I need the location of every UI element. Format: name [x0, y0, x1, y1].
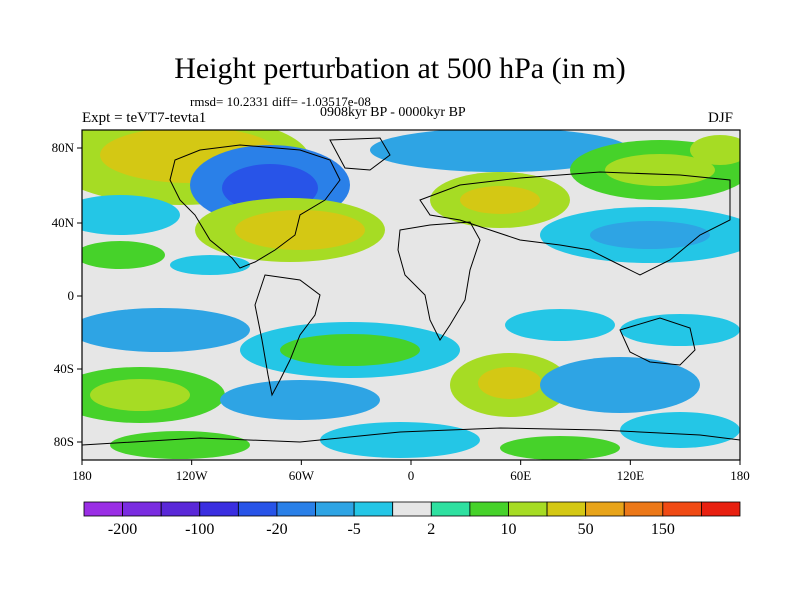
colorbar-swatch — [199, 501, 239, 517]
latitude-axis: 80N 40N 0 40S 80S — [52, 140, 82, 449]
lon-tick-label: 60E — [510, 468, 531, 483]
lat-tick-label: 80N — [52, 140, 75, 155]
colorbar-label: 50 — [578, 521, 594, 538]
colorbar-swatch — [546, 501, 587, 517]
lon-tick-label: 60W — [289, 468, 315, 483]
colorbar-swatch — [701, 501, 741, 517]
colorbar-swatch — [83, 501, 123, 517]
colorbar-swatch — [585, 501, 625, 517]
colorbar-label: 10 — [500, 521, 516, 538]
colorbar-label: -20 — [266, 521, 287, 538]
colorbar-swatch — [508, 501, 548, 517]
lon-tick-label: 0 — [408, 468, 415, 483]
colorbar-swatch — [315, 501, 355, 517]
colorbar-swatch — [237, 501, 278, 517]
lat-tick-label: 40S — [54, 361, 74, 376]
colorbar-swatch — [430, 501, 471, 517]
lon-tick-label: 120E — [617, 468, 645, 483]
plot-title: Height perturbation at 500 hPa (in m) — [174, 52, 626, 85]
lon-tick-label: 180 — [730, 468, 750, 483]
colorbar-label: 2 — [427, 521, 435, 538]
colorbar-swatch — [623, 501, 664, 517]
colorbar-label: -5 — [347, 521, 360, 538]
colorbar-swatch — [122, 501, 162, 517]
colorbar-label: -100 — [185, 521, 214, 538]
colorbar-swatch — [160, 501, 201, 517]
colorbar-label: -200 — [108, 521, 137, 538]
coastlines — [82, 137, 740, 446]
longitude-axis: 180 120W 60W 0 60E 120E 180 — [72, 460, 750, 483]
lat-tick-label: 0 — [68, 288, 75, 303]
lat-tick-label: 40N — [52, 215, 75, 230]
colorbar-swatch — [353, 501, 394, 517]
colorbar-swatch — [662, 501, 702, 517]
colorbar-swatch — [469, 501, 509, 517]
lon-tick-label: 180 — [72, 468, 92, 483]
height-field — [82, 130, 740, 460]
colorbar-label: 150 — [651, 521, 675, 538]
colorbar-swatch — [276, 501, 316, 517]
experiment-label: Expt = teVT7-tevta1 — [82, 110, 207, 126]
stats-line: rmsd= 10.2331 diff= -1.03517e-08 — [190, 94, 371, 109]
period-line: 0908kyr BP - 0000kyr BP — [320, 105, 466, 120]
colorbar-swatch — [392, 501, 432, 517]
lon-tick-label: 120W — [176, 468, 209, 483]
season-label: DJF — [708, 110, 734, 126]
lat-tick-label: 80S — [54, 434, 74, 449]
